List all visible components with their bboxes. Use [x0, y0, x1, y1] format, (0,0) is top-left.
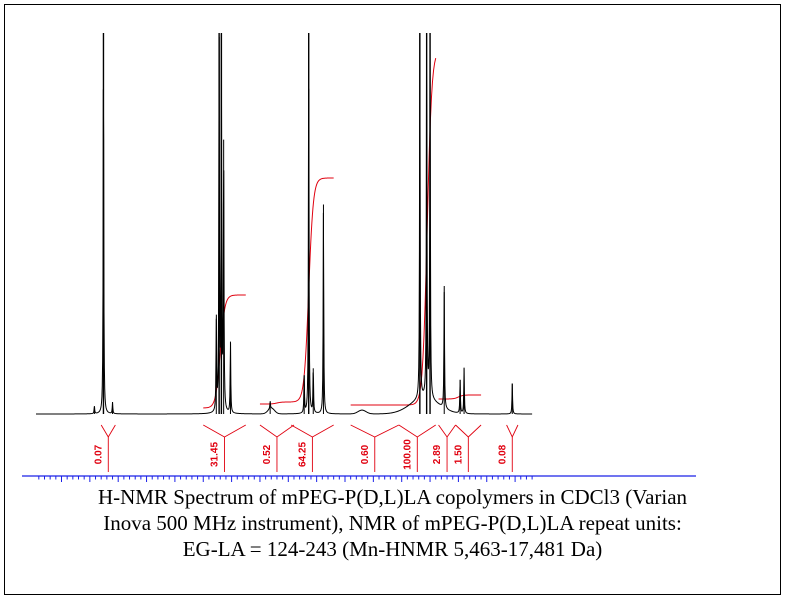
- integral-curve-1: [291, 177, 334, 403]
- integral-label-4: 0.60: [360, 444, 371, 464]
- integral-bracket-7: [455, 424, 482, 438]
- integral-label-0: 0.07: [93, 444, 104, 464]
- spectrum-layer: [35, 32, 533, 415]
- integral-label-1: 31.45: [210, 442, 221, 467]
- integral-label-3: 64.25: [297, 442, 308, 467]
- integral-curve-4: [259, 401, 292, 405]
- integral-bracket-3: [290, 424, 334, 438]
- integral-bracket-8: [506, 424, 519, 439]
- integral-bracket-0: [100, 424, 116, 438]
- integral-bracket-6: [438, 424, 456, 438]
- integral-bracket-1: [203, 424, 246, 438]
- integral-label-6: 2.89: [432, 444, 443, 464]
- integral-label-8: 0.08: [497, 444, 508, 464]
- integral-label-5: 100.00: [402, 439, 413, 470]
- integral-label-2: 0.52: [262, 444, 273, 464]
- caption-line-3: EG-LA = 124-243 (Mn-HNMR 5,463-17,481 Da…: [182, 537, 603, 561]
- figure-caption: H-NMR Spectrum of mPEG-P(D,L)LA copolyme…: [4, 484, 781, 562]
- integral-curve-2: [350, 58, 437, 406]
- integral-brackets: [100, 424, 519, 472]
- spectrum-trace: [35, 32, 533, 415]
- integral-bracket-2: [259, 424, 295, 438]
- integral-bracket-4: [350, 424, 400, 438]
- integral-curves: [203, 58, 482, 409]
- integral-label-7: 1.50: [453, 444, 464, 464]
- nmr-spectrum-chart: 0.07 31.45 0.52 64.25 0.60 100.00 2.89 1.50 0.08…: [22, 32, 696, 482]
- integral-labels: 0.07 31.45 0.52 64.25 0.60 100.00 2.89 1.50 0.08: [93, 439, 508, 470]
- integral-bracket-5: [398, 424, 436, 438]
- caption-line-1: H-NMR Spectrum of mPEG-P(D,L)LA copolyme…: [97, 485, 688, 509]
- figure-frame: [4, 4, 781, 595]
- ppm-axis: [22, 475, 696, 482]
- caption-line-2: Inova 500 MHz instrument), NMR of mPEG-P…: [103, 511, 682, 535]
